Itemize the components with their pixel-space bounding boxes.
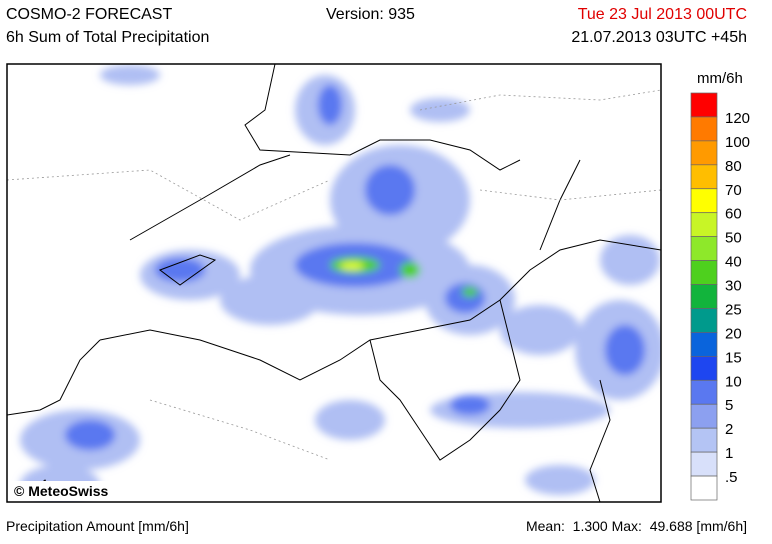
legend-swatch xyxy=(690,140,718,166)
legend-label: 120 xyxy=(725,110,750,127)
run-time: 21.07.2013 03UTC +45h xyxy=(571,29,747,46)
legend-label: 80 xyxy=(725,158,742,175)
legend-label: 100 xyxy=(725,134,750,151)
legend-label: 20 xyxy=(725,325,742,342)
legend: 120 100 80 70 60 50 40 30 25 20 15 10 5 2 1 .5 xyxy=(690,92,750,501)
legend-label: 30 xyxy=(725,278,742,295)
legend-label: 10 xyxy=(725,373,742,390)
subtitle: 6h Sum of Total Precipitation xyxy=(6,29,210,46)
legend-unit: mm/6h xyxy=(697,70,743,87)
precipitation-field xyxy=(20,65,661,502)
legend-label: 70 xyxy=(725,182,742,199)
legend-label: 2 xyxy=(725,421,733,438)
legend-swatch xyxy=(690,284,718,309)
legend-swatch xyxy=(690,92,718,118)
map: © MeteoSwiss xyxy=(7,64,661,502)
legend-swatch xyxy=(690,188,718,214)
legend-swatch xyxy=(690,116,718,142)
legend-label: 25 xyxy=(725,301,742,318)
map-frame xyxy=(6,63,662,503)
legend-swatch xyxy=(690,332,718,357)
legend-swatch xyxy=(690,164,718,190)
legend-swatch xyxy=(690,260,718,285)
legend-swatch xyxy=(690,356,718,381)
title: COSMO-2 FORECAST xyxy=(6,6,173,23)
version: Version: 935 xyxy=(326,6,415,23)
legend-swatch xyxy=(690,236,718,261)
legend-label: 60 xyxy=(725,206,742,223)
legend-label: 1 xyxy=(725,445,733,462)
legend-label: 40 xyxy=(725,254,742,271)
legend-swatch xyxy=(690,427,718,453)
legend-label: .5 xyxy=(725,469,738,486)
legend-swatch xyxy=(690,451,718,477)
footer-right: Mean: 1.300 Max: 49.688 [mm/6h] xyxy=(525,518,747,534)
legend-label: 5 xyxy=(725,397,733,414)
legend-label: 15 xyxy=(725,349,742,366)
legend-swatch xyxy=(690,212,718,237)
footer-left: Precipitation Amount [mm/6h] xyxy=(6,518,189,534)
legend-swatch xyxy=(690,403,718,429)
valid-time: Tue 23 Jul 2013 00UTC xyxy=(577,6,747,23)
legend-swatch xyxy=(690,379,718,405)
copyright: © MeteoSwiss xyxy=(14,483,109,499)
legend-swatch xyxy=(690,308,718,333)
legend-swatch xyxy=(690,475,718,501)
legend-label: 50 xyxy=(725,230,742,247)
